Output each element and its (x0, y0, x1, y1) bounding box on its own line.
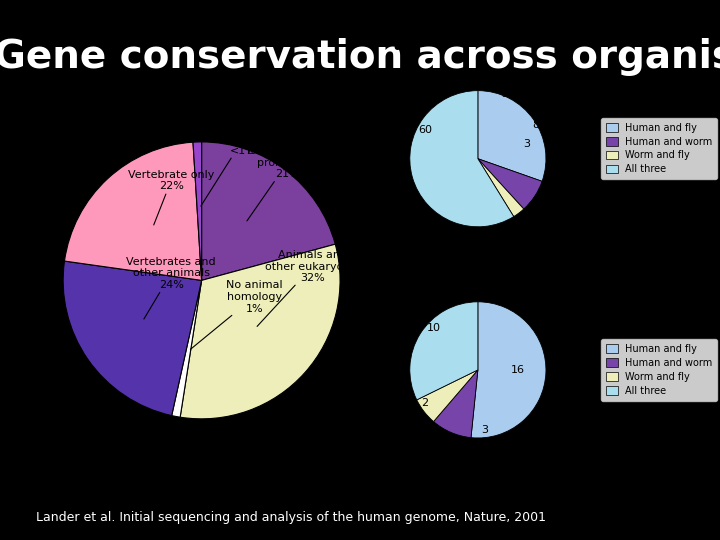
Text: 3: 3 (523, 139, 531, 148)
Text: Conserved domain architectures in chromatin proteins: Conserved domain architectures in chroma… (366, 64, 633, 73)
Wedge shape (63, 261, 202, 416)
Legend: Human and fly, Human and worm, Worm and fly, All three: Human and fly, Human and worm, Worm and … (601, 339, 717, 401)
Text: 16: 16 (510, 365, 524, 375)
Wedge shape (410, 302, 478, 400)
Wedge shape (478, 159, 542, 209)
Text: Vertebrate only
22%: Vertebrate only 22% (128, 170, 215, 225)
Text: a: a (394, 38, 404, 53)
Text: Animals and
other eukaryotes
32%: Animals and other eukaryotes 32% (257, 250, 360, 326)
Wedge shape (410, 91, 513, 227)
Text: 10: 10 (427, 323, 441, 333)
Wedge shape (471, 302, 546, 438)
Text: Gene conservation across organisms: Gene conservation across organisms (0, 38, 720, 76)
Text: 8: 8 (532, 120, 539, 130)
Wedge shape (478, 91, 546, 181)
Text: Eukaryote and
prokaryote
21%: Eukaryote and prokaryote 21% (247, 146, 328, 221)
Wedge shape (202, 142, 336, 280)
Wedge shape (478, 159, 523, 217)
Wedge shape (193, 142, 202, 280)
Legend: Human and fly, Human and worm, Worm and fly, All three: Human and fly, Human and worm, Worm and … (601, 118, 717, 179)
Text: No animal
homology
1%: No animal homology 1% (190, 280, 282, 349)
Text: 31: 31 (502, 89, 516, 99)
Wedge shape (433, 370, 478, 437)
Wedge shape (180, 244, 340, 419)
Text: Vertebrates and
other animals
24%: Vertebrates and other animals 24% (126, 257, 216, 319)
Text: Conserved domain architectures in apoptotic proteins: Conserved domain architectures in apopto… (366, 281, 629, 292)
Text: 2: 2 (421, 397, 428, 408)
Text: b: b (394, 242, 405, 257)
Text: 60: 60 (418, 125, 432, 135)
Wedge shape (417, 370, 478, 422)
Wedge shape (65, 142, 202, 280)
Wedge shape (171, 280, 202, 417)
Text: Prokaryotes
only
<1%: Prokaryotes only <1% (201, 123, 276, 206)
Text: 3: 3 (481, 425, 488, 435)
Text: Lander et al. Initial sequencing and analysis of the human genome, Nature, 2001: Lander et al. Initial sequencing and ana… (36, 511, 546, 524)
